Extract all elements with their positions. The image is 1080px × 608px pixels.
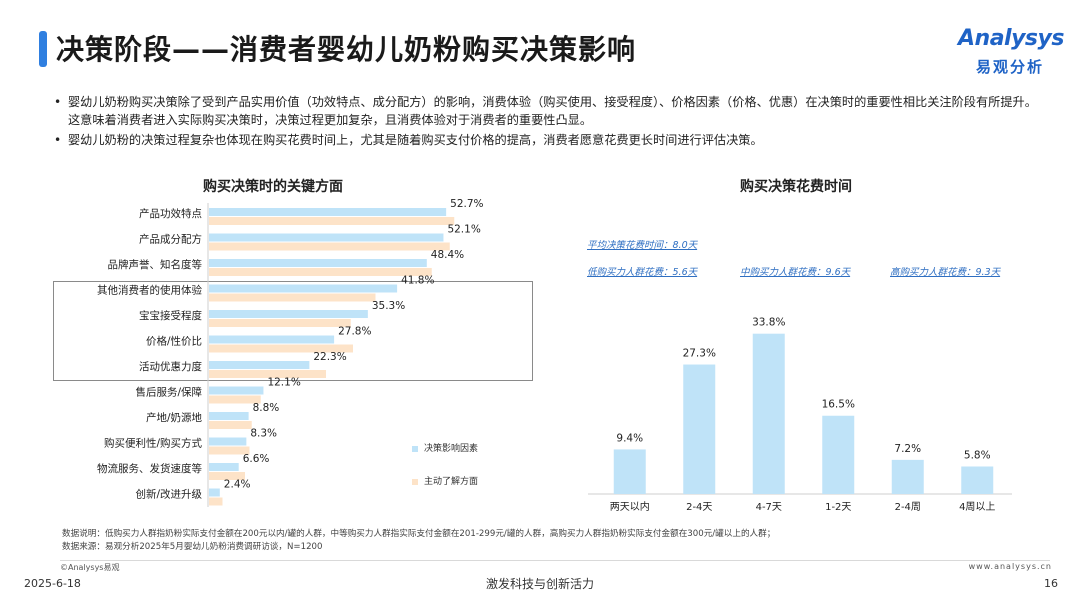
value-label: 6.6% xyxy=(243,453,270,465)
time-bar xyxy=(822,415,855,494)
category-label: 价格/性价比 xyxy=(146,335,202,348)
bar-decision-factor xyxy=(209,284,398,293)
bar-decision-factor xyxy=(209,208,447,216)
data-explanation: 数据说明：低购买力人群指奶粉实际支付金额在200元以内/罐的人群，中等购买力人群… xyxy=(62,529,776,539)
avg-decision-time: 平均决策花费时间：8.0天 xyxy=(587,240,698,251)
category-label: 2-4天 xyxy=(686,502,712,513)
time-bar xyxy=(961,466,994,494)
bullet-item: 婴幼儿奶粉购买决策除了受到产品实用价值（功效特点、成分配方）的影响，消费体验（购… xyxy=(52,93,1042,129)
bar-active-research xyxy=(209,242,450,251)
category-label: 1-2天 xyxy=(825,502,851,513)
value-label: 9.4% xyxy=(616,432,643,444)
value-label: 12.1% xyxy=(267,377,300,389)
bar-decision-factor xyxy=(209,463,239,471)
value-label: 2.4% xyxy=(224,479,251,491)
value-label: 16.5% xyxy=(822,399,855,411)
value-label: 52.1% xyxy=(447,224,480,236)
bar-decision-factor xyxy=(209,310,368,318)
right-chart-title: 购买决策花费时间 xyxy=(740,179,852,195)
page-number: 16 xyxy=(1044,577,1058,590)
report-date: 2025-6-18 xyxy=(24,577,81,590)
mid-power-time: 中购买力人群花费：9.6天 xyxy=(740,267,851,278)
category-label: 两天以内 xyxy=(610,500,650,513)
bar-active-research xyxy=(209,395,261,404)
website-link[interactable]: www.analysys.cn xyxy=(968,562,1052,571)
category-label: 其他消费者的使用体验 xyxy=(97,284,202,297)
category-label: 创新/改进升级 xyxy=(135,488,202,501)
legend-label: 决策影响因素 xyxy=(424,444,479,454)
bar-active-research xyxy=(209,217,455,225)
category-label: 售后服务/保障 xyxy=(135,386,202,399)
value-label: 52.7% xyxy=(450,198,483,210)
high-power-time: 高购买力人群花费：9.3天 xyxy=(890,267,1001,278)
category-label: 产地/奶源地 xyxy=(146,411,203,424)
category-label: 4-7天 xyxy=(756,502,782,513)
bullet-item: 婴幼儿奶粉的决策过程复杂也体现在购买花费时间上，尤其是随着购买支付价格的提高，消… xyxy=(52,131,1042,149)
category-label: 购买便利性/购买方式 xyxy=(104,437,203,450)
bar-active-research xyxy=(209,344,353,353)
value-label: 41.8% xyxy=(401,275,434,287)
footer-divider xyxy=(60,560,1050,561)
value-label: 7.2% xyxy=(894,443,921,455)
data-source: 数据来源：易观分析2025年5月婴幼儿奶粉消费调研访谈，N=1200 xyxy=(62,542,323,552)
category-label: 宝宝接受程度 xyxy=(139,309,202,322)
category-label: 产品功效特点 xyxy=(139,207,202,220)
logo-english: Analysys xyxy=(958,26,1064,51)
bar-active-research xyxy=(209,268,432,276)
time-bar xyxy=(683,364,716,494)
legend-swatch-blue xyxy=(412,445,418,452)
key-aspects-chart: 产品功效特点 52.7% 产品成分配方 52.1% 品牌声誉、知名度等 48.4% 其他消费… xyxy=(97,198,484,507)
value-label: 27.8% xyxy=(338,326,371,338)
logo-chinese: 易观分析 xyxy=(976,58,1045,76)
category-label: 2-4周 xyxy=(895,501,921,513)
time-bar xyxy=(613,449,646,494)
low-power-time: 低购买力人群花费：5.6天 xyxy=(587,267,698,278)
bar-decision-factor xyxy=(209,412,249,420)
value-label: 48.4% xyxy=(431,249,464,261)
category-label: 产品成分配方 xyxy=(139,233,202,246)
bar-active-research xyxy=(209,497,223,506)
highlight-box xyxy=(53,281,533,381)
left-chart-title: 购买决策时的关键方面 xyxy=(203,179,343,195)
bar-active-research xyxy=(209,319,351,327)
legend-swatch-peach xyxy=(412,478,418,485)
page-title: 决策阶段——消费者婴幼儿奶粉购买决策影响 xyxy=(56,33,637,66)
value-label: 33.8% xyxy=(752,317,785,329)
bar-active-research xyxy=(209,446,250,455)
bar-decision-factor xyxy=(209,488,220,497)
bar-decision-factor xyxy=(209,361,310,369)
time-bar xyxy=(891,459,924,494)
bar-decision-factor xyxy=(209,259,427,267)
value-label: 8.8% xyxy=(253,402,280,414)
title-accent-bar xyxy=(39,31,47,67)
bar-decision-factor xyxy=(209,386,264,395)
summary-bullets: 婴幼儿奶粉购买决策除了受到产品实用价值（功效特点、成分配方）的影响，消费体验（购… xyxy=(52,93,1042,151)
time-bar xyxy=(752,333,785,494)
value-label: 27.3% xyxy=(683,348,716,360)
value-label: 22.3% xyxy=(313,351,346,363)
bar-active-research xyxy=(209,472,245,480)
analysys-logo: Analysys 易观分析 xyxy=(958,26,1066,80)
legend-series-2: 主动了解方面 xyxy=(412,474,478,487)
copyright: ©Analysys易观 xyxy=(60,563,120,572)
category-label: 物流服务、发货速度等 xyxy=(97,462,202,475)
bar-decision-factor xyxy=(209,437,247,446)
legend-label: 主动了解方面 xyxy=(424,477,479,487)
value-label: 8.3% xyxy=(250,428,277,440)
bar-active-research xyxy=(209,421,252,429)
bar-decision-factor xyxy=(209,233,444,242)
legend-series-1: 决策影响因素 xyxy=(412,441,478,454)
decision-time-chart: 9.4% 两天以内 27.3% 2-4天 33.8% 4-7天 16.5% 1-2天 7.2% 2… xyxy=(588,317,1012,513)
slogan: 激发科技与创新活力 xyxy=(485,577,594,591)
value-label: 35.3% xyxy=(372,300,405,312)
bar-decision-factor xyxy=(209,335,335,344)
category-label: 4周以上 xyxy=(959,501,995,513)
value-label: 5.8% xyxy=(964,449,991,461)
category-label: 品牌声誉、知名度等 xyxy=(108,258,203,271)
bar-active-research xyxy=(209,293,376,302)
bar-active-research xyxy=(209,370,326,378)
category-label: 活动优惠力度 xyxy=(139,360,202,373)
